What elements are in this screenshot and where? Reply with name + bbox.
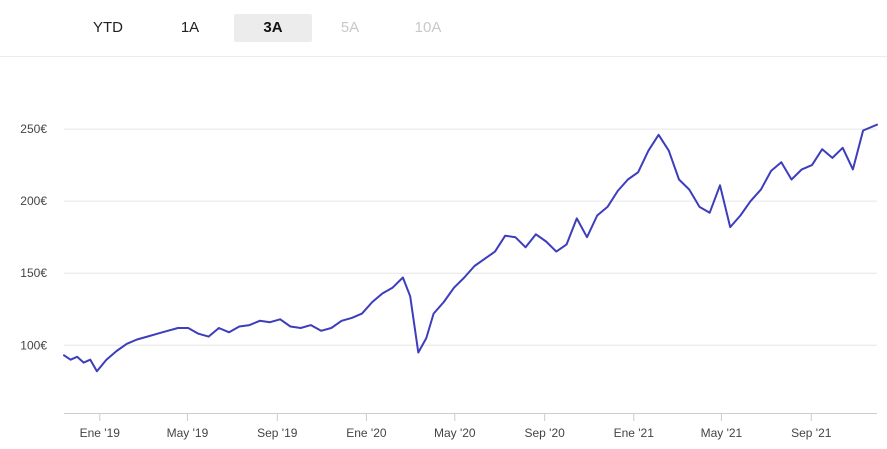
y-tick-label: 250€ (20, 122, 47, 136)
series-line (63, 123, 878, 373)
tab-5a: 5A (340, 19, 360, 36)
x-tick-label: May '19 (167, 426, 209, 440)
y-tick-label: 200€ (20, 194, 47, 208)
tab-ytd[interactable]: YTD (93, 19, 123, 36)
tab-3a[interactable]: 3A (234, 14, 312, 42)
tab-1a[interactable]: 1A (180, 19, 200, 36)
x-tick-label: Ene '20 (346, 426, 387, 440)
x-tick-label: Sep '21 (791, 426, 832, 440)
x-tick-label: Sep '20 (524, 426, 565, 440)
x-tick-label: Sep '19 (257, 426, 298, 440)
y-tick-label: 100€ (20, 338, 47, 352)
x-tick-label: May '21 (701, 426, 743, 440)
x-tick-label: May '20 (434, 426, 476, 440)
y-tick-label: 150€ (20, 266, 47, 280)
tab-10a: 10A (414, 19, 442, 36)
x-tick-label: Ene '19 (80, 426, 121, 440)
x-tick-label: Ene '21 (614, 426, 655, 440)
tabs-divider (0, 56, 887, 57)
range-tabs: YTD 1A 3A 5A 10A (70, 14, 468, 42)
